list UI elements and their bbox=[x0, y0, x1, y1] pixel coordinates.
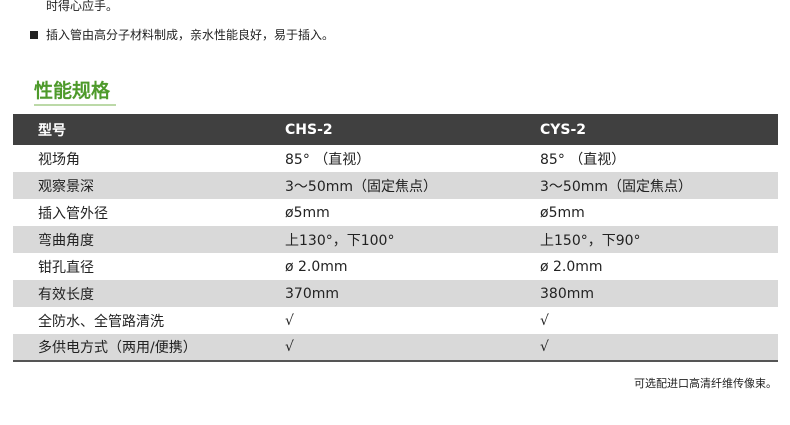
row-label: 视场角 bbox=[38, 151, 80, 168]
cys2-value: 380mm bbox=[540, 280, 778, 307]
cys2-value: 3～50mm（固定焦点） bbox=[540, 172, 778, 199]
chs2-value: ø5mm bbox=[285, 204, 330, 221]
row-label: 插入管外径 bbox=[38, 205, 108, 222]
footnote: 可选配进口高清纤维传像束。 bbox=[634, 377, 777, 390]
table-row: 视场角 85° （直视） 85° （直视） bbox=[13, 145, 778, 172]
table-row: 弯曲角度 上130°，下100° 上150°，下90° bbox=[13, 226, 778, 253]
table-header-row: 型号 CHS-2 CYS-2 bbox=[13, 114, 778, 145]
feature-bullet: 插入管由高分子材料制成，亲水性能良好，易于插入。 bbox=[30, 26, 334, 43]
chs2-value: 3～50mm（固定焦点） bbox=[285, 172, 540, 199]
title-underline bbox=[34, 104, 116, 106]
row-label: 钳孔直径 bbox=[38, 259, 94, 276]
row-label: 有效长度 bbox=[13, 280, 285, 307]
chs2-value: 85° （直视） bbox=[285, 151, 371, 168]
table-row: 钳孔直径 ø 2.0mm ø 2.0mm bbox=[13, 253, 778, 280]
spec-table: 型号 CHS-2 CYS-2 视场角 85° （直视） 85° （直视） 观察景深 3～… bbox=[13, 114, 778, 362]
table-row: 多供电方式（两用/便携） √ √ bbox=[13, 334, 778, 362]
table-row: 全防水、全管路清洗 √ √ bbox=[13, 307, 778, 334]
header-model: 型号 bbox=[13, 114, 285, 145]
intro-line-tail: 时得心应手。 bbox=[46, 0, 119, 13]
row-label: 观察景深 bbox=[13, 172, 285, 199]
bullet-square-icon bbox=[30, 30, 38, 39]
table-row: 有效长度 370mm 380mm bbox=[13, 280, 778, 307]
bullet-text: 插入管由高分子材料制成，亲水性能良好，易于插入。 bbox=[46, 28, 335, 42]
row-label: 弯曲角度 bbox=[13, 226, 285, 253]
cys2-value: 上150°，下90° bbox=[540, 226, 778, 253]
cys2-value: 85° （直视） bbox=[540, 151, 626, 168]
section-title: 性能规格 bbox=[34, 80, 111, 102]
header-cys2: CYS-2 bbox=[540, 114, 778, 145]
chs2-value: 上130°，下100° bbox=[285, 226, 540, 253]
cys2-value: √ bbox=[540, 312, 549, 329]
table-row: 观察景深 3～50mm（固定焦点） 3～50mm（固定焦点） bbox=[13, 172, 778, 199]
chs2-value: ø 2.0mm bbox=[285, 258, 348, 275]
cys2-value: ø5mm bbox=[540, 204, 585, 221]
table-row: 插入管外径 ø5mm ø5mm bbox=[13, 199, 778, 226]
chs2-value: √ bbox=[285, 334, 540, 362]
chs2-value: 370mm bbox=[285, 280, 540, 307]
cys2-value: √ bbox=[540, 334, 778, 362]
row-label: 全防水、全管路清洗 bbox=[38, 313, 164, 330]
chs2-value: √ bbox=[285, 312, 294, 329]
row-label: 多供电方式（两用/便携） bbox=[13, 334, 285, 362]
header-chs2: CHS-2 bbox=[285, 114, 540, 145]
cys2-value: ø 2.0mm bbox=[540, 258, 603, 275]
